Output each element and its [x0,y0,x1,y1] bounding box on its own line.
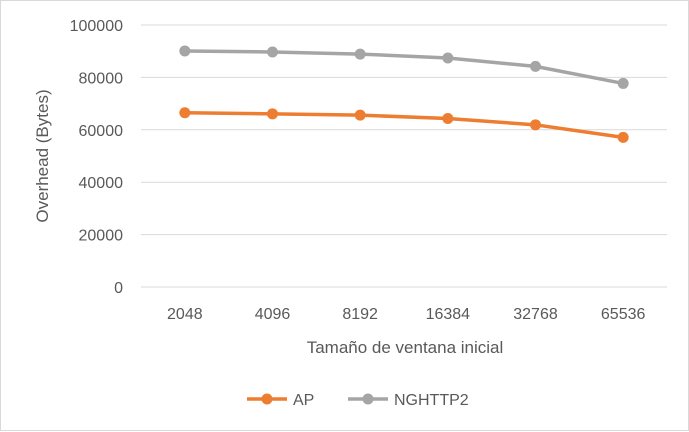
data-point-nghttp2 [267,46,278,58]
y-tick-label: 100000 [70,18,123,35]
y-tick-label: 0 [114,280,123,297]
data-point-ap [530,119,541,131]
x-axis-ticks: 2048 4096 8192 16384 32768 65536 [167,306,645,323]
legend-label: NGHTTP2 [394,392,469,409]
legend: AP NGHTTP2 [247,392,469,409]
data-point-ap [442,113,454,125]
series-line-ap [184,111,624,140]
x-axis-title: Tamaño de ventana inicial [307,338,504,357]
y-tick-label: 60000 [79,123,124,140]
legend-label: AP [293,392,314,409]
data-point-ap [179,107,191,119]
data-point-nghttp2 [442,52,454,64]
gridlines [141,24,667,288]
series-line-nghttp2 [184,49,624,86]
y-tick-label: 80000 [79,70,124,87]
x-tick-label: 65536 [601,306,646,323]
x-tick-label: 2048 [167,306,203,323]
x-tick-label: 8192 [342,306,378,323]
x-tick-label: 32768 [513,306,558,323]
x-tick-label: 16384 [426,306,471,323]
data-point-ap [354,109,366,121]
data-point-nghttp2 [354,48,366,60]
y-axis-title: Overhead (Bytes) [33,89,52,222]
legend-swatch-marker [261,393,273,405]
x-tick-label: 4096 [255,306,291,323]
series-group [179,45,629,143]
y-tick-label: 40000 [79,175,124,192]
y-axis-ticks: 0 20000 40000 60000 80000 100000 [70,18,123,297]
data-point-ap [267,108,278,120]
data-point-nghttp2 [179,45,191,57]
y-tick-label: 20000 [79,228,124,245]
data-point-nghttp2 [530,60,541,72]
data-point-nghttp2 [617,77,629,89]
legend-swatch-marker [362,393,374,405]
data-point-ap [617,131,629,143]
